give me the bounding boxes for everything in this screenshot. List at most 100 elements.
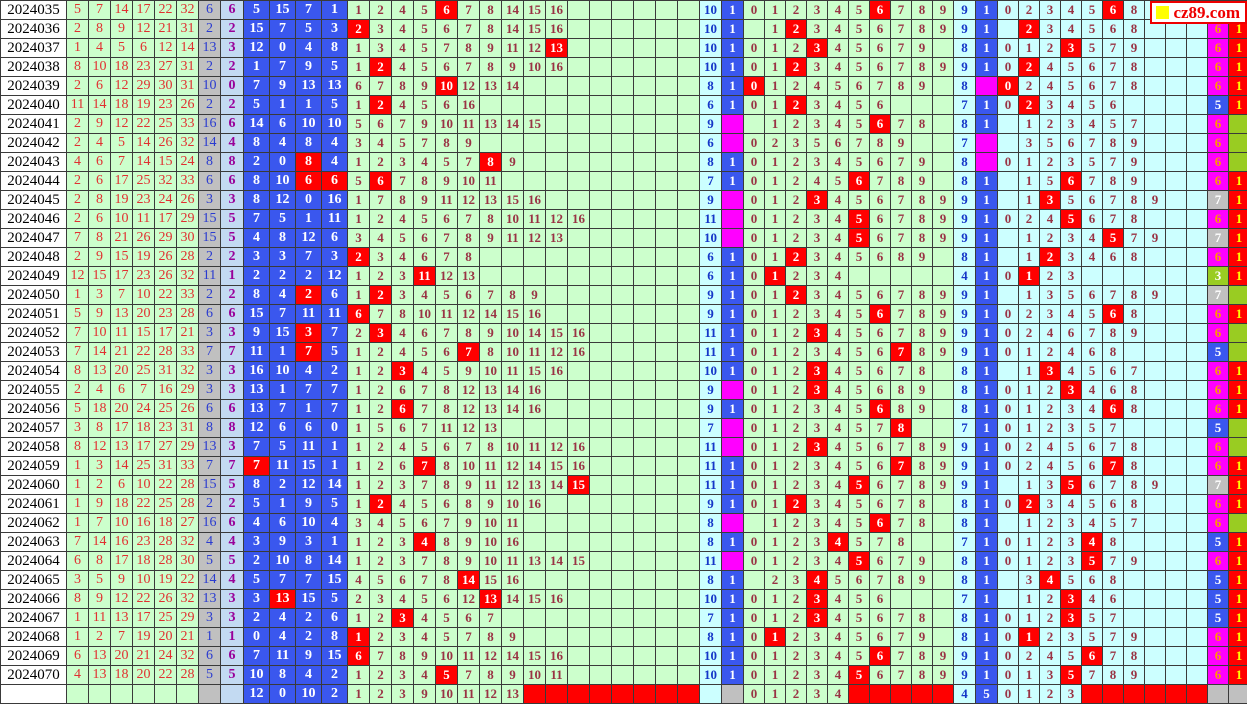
tail-list2-cell-empty <box>1165 304 1187 324</box>
blue-list-cell: 11 <box>501 38 524 58</box>
red-ball-cell <box>176 684 199 704</box>
red-ball-cell: 26 <box>154 589 177 609</box>
tail-list-cell: 0 <box>743 76 765 96</box>
stat-cell: 5 <box>321 494 348 514</box>
blue-tail-cell: 4 <box>220 133 244 153</box>
blue-ball-cell: 8 <box>198 418 221 438</box>
red-ball-cell: 22 <box>176 570 199 590</box>
red-ball-cell: 19 <box>132 627 155 647</box>
stat-cell: 9 <box>269 76 296 96</box>
stat-cell: 4 <box>295 665 322 685</box>
tail-list2-cell: 2 <box>1018 456 1040 476</box>
blue-list-cell-empty <box>523 247 546 267</box>
tail-list2-cell-empty <box>1186 323 1208 343</box>
blue-list-cell: 15 <box>545 323 568 343</box>
tail-list2-cell: 2 <box>1039 684 1061 704</box>
list-count-cell: 9 <box>699 399 722 419</box>
blue-ball-cell: 2 <box>198 95 221 115</box>
blue-list-cell: 16 <box>545 589 568 609</box>
list-count-cell: 11 <box>699 323 722 343</box>
blue-list-cell: 8 <box>435 380 458 400</box>
tail-count-cell: 4 <box>953 684 976 704</box>
tail-list-cell: 6 <box>869 627 891 647</box>
blue-list-cell-empty <box>633 627 656 647</box>
blue-list-cell: 3 <box>391 285 414 305</box>
tail-count-cell: 9 <box>953 228 976 248</box>
draw-row-2024053: 2024053 7 14 21 22 28 33 7 7 11 1 7 5 1 2 4 5 6 7 8 10 11 12 16… <box>0 342 1247 362</box>
tail-list-cell: 3 <box>806 494 828 514</box>
tail-list2-cell: 4 <box>1081 228 1103 248</box>
tail-list2-cell-empty <box>1165 532 1187 552</box>
tail-list-cell: 0 <box>743 285 765 305</box>
blue-list-cell-empty <box>655 418 678 438</box>
blue-list-cell: 1 <box>347 494 370 514</box>
stat-cell: 4 <box>321 152 348 172</box>
tail-list-cell: 1 <box>764 551 786 571</box>
blue-list-cell: 12 <box>435 266 458 286</box>
blue-list-cell: 13 <box>545 228 568 248</box>
tail-count-cell: 8 <box>953 494 976 514</box>
stat-cell: 6 <box>295 418 322 438</box>
stat-cell: 3 <box>295 323 322 343</box>
red-ball-cell: 2 <box>66 19 89 39</box>
stat-cell: 14 <box>243 114 270 134</box>
blue-list-cell: 14 <box>501 646 524 666</box>
blue-list-cell: 14 <box>501 19 524 39</box>
red-ball-cell: 22 <box>132 114 155 134</box>
tail-list2-cell: 3 <box>1060 399 1082 419</box>
blue-list-cell: 5 <box>435 152 458 172</box>
period-cell: 2024041 <box>0 114 67 134</box>
end-a-cell: 6 <box>1207 380 1229 400</box>
blue-list-cell: 12 <box>457 399 480 419</box>
blue-list-cell: 11 <box>435 304 458 324</box>
blue-ball-cell: 10 <box>198 76 221 96</box>
red-ball-cell: 8 <box>66 57 89 77</box>
tail-list-cell: 1 <box>764 589 786 609</box>
red-ball-cell: 8 <box>88 418 111 438</box>
blue-list-cell: 10 <box>435 646 458 666</box>
blue-tail-cell: 6 <box>220 304 244 324</box>
tail-list-cell-empty <box>848 266 870 286</box>
tail-list-cell-filled <box>890 684 912 704</box>
tail-list-cell: 4 <box>827 114 849 134</box>
blue-list-cell: 9 <box>457 532 480 552</box>
blue-list-cell-empty <box>567 513 590 533</box>
tail-list-cell: 2 <box>785 608 807 628</box>
draw-row-2024063: 2024063 7 14 16 23 28 32 4 4 3 9 3 1 1 2 3 4 8 9 10 16 8 1 0 1 2 3… <box>0 532 1247 552</box>
blue-list-cell-empty <box>589 76 612 96</box>
list-count-cell: 9 <box>699 304 722 324</box>
cz89-logo[interactable]: cz89.com <box>1150 1 1247 24</box>
flag2-cell: 1 <box>975 95 998 115</box>
red-ball-cell: 20 <box>110 361 133 381</box>
red-ball-cell: 9 <box>88 589 111 609</box>
stat-cell: 9 <box>295 646 322 666</box>
stat-cell: 11 <box>243 342 270 362</box>
stat-cell: 11 <box>321 304 348 324</box>
end-b-cell: 1 <box>1228 57 1247 77</box>
blue-list-cell: 7 <box>457 57 480 77</box>
tail-list2-cell: 3 <box>1039 475 1061 495</box>
blue-list-cell: 11 <box>523 437 546 457</box>
tail-list2-cell: 2 <box>1039 38 1061 58</box>
blue-list-cell-empty <box>501 418 524 438</box>
tail-list2-cell: 1 <box>1018 228 1040 248</box>
draw-row-2024038: 2024038 8 10 18 23 27 31 2 2 1 7 9 5 1 2 4 5 6 7 8 9 10 16 10 1 0… <box>0 57 1247 77</box>
blue-list-cell: 7 <box>413 380 436 400</box>
tail-list2-cell: 3 <box>1060 532 1082 552</box>
tail-list-cell: 2 <box>785 323 807 343</box>
tail-list2-cell: 3 <box>1060 152 1082 172</box>
stat-cell: 5 <box>269 437 296 457</box>
blue-list-cell-empty <box>611 133 634 153</box>
tail-list-cell: 9 <box>932 285 954 305</box>
blue-list-cell: 9 <box>479 38 502 58</box>
blue-list-cell: 2 <box>369 494 392 514</box>
tail-list-cell: 1 <box>764 475 786 495</box>
blue-list-cell: 10 <box>479 361 502 381</box>
red-ball-cell: 31 <box>176 57 199 77</box>
tail-list-cell: 8 <box>890 399 912 419</box>
tail-list-cell: 3 <box>806 589 828 609</box>
tail-list-cell: 1 <box>764 608 786 628</box>
stat-cell: 3 <box>243 247 270 267</box>
tail-list2-cell: 9 <box>1144 190 1166 210</box>
tail-count-cell: 9 <box>953 57 976 77</box>
